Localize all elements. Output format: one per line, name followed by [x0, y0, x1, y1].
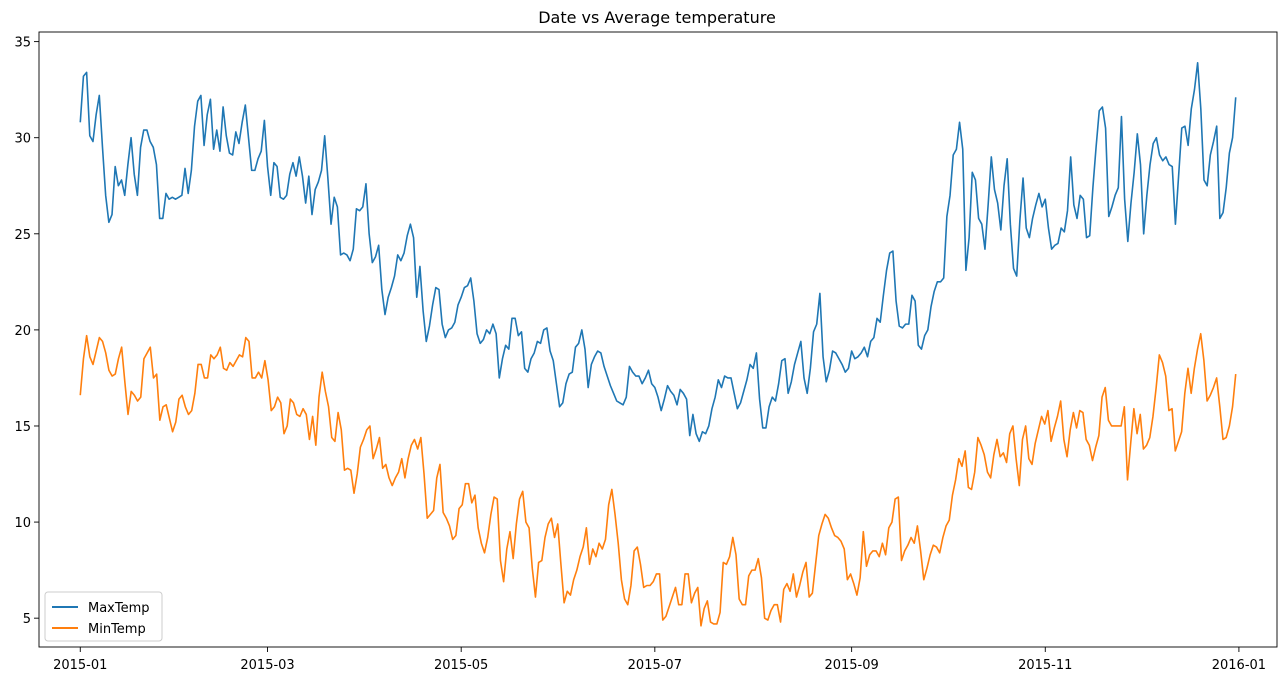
x-tick-label: 2015-09 [824, 658, 878, 673]
x-tick-label: 2015-07 [628, 658, 682, 673]
x-tick-label: 2016-01 [1212, 658, 1266, 673]
y-tick-label: 25 [14, 228, 31, 243]
y-axis: 5 10 15 20 25 30 35 [14, 36, 39, 627]
y-tick-label: 15 [14, 420, 31, 435]
chart-title: Date vs Average temperature [538, 8, 776, 27]
series-layer [79, 61, 1237, 627]
plot-frame [38, 31, 1278, 648]
series-line-mintemp [79, 332, 1237, 627]
x-tick-label: 2015-01 [53, 658, 107, 673]
y-tick-label: 10 [14, 516, 31, 531]
x-tick-label: 2015-05 [434, 658, 488, 673]
y-tick-label: 30 [14, 132, 31, 147]
x-tick-label: 2015-03 [240, 658, 294, 673]
y-tick-label: 35 [14, 36, 31, 51]
legend: MaxTemp MinTemp [44, 591, 163, 642]
y-tick-label: 5 [23, 612, 31, 627]
x-axis: 2015-01 2015-03 2015-05 2015-07 2015-09 2015-… [53, 647, 1266, 673]
series-line-maxtemp [79, 61, 1237, 443]
legend-label-mintemp: MinTemp [88, 622, 146, 637]
y-tick-label: 20 [14, 324, 31, 339]
x-tick-label: 2015-11 [1018, 658, 1072, 673]
legend-label-maxtemp: MaxTemp [88, 601, 150, 616]
